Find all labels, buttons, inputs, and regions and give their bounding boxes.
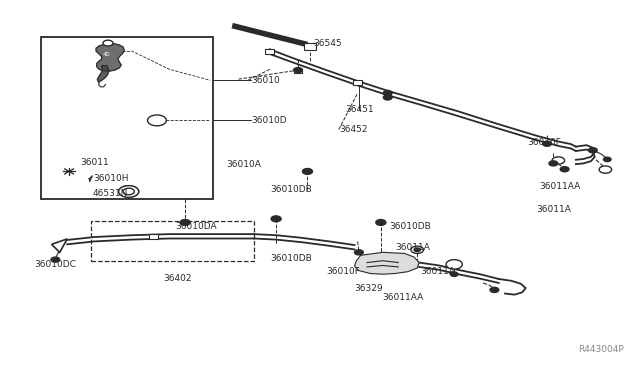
- Text: 36010F: 36010F: [527, 138, 561, 147]
- Text: 36010F: 36010F: [326, 267, 360, 276]
- Circle shape: [123, 188, 134, 195]
- Polygon shape: [96, 44, 124, 71]
- Circle shape: [118, 186, 139, 197]
- Bar: [266, 49, 274, 54]
- Bar: [305, 44, 316, 50]
- Text: 36011AA: 36011AA: [383, 293, 424, 302]
- Circle shape: [604, 157, 611, 161]
- Circle shape: [303, 169, 312, 174]
- Text: 4D: 4D: [103, 52, 111, 57]
- Circle shape: [376, 219, 386, 225]
- Text: 36545: 36545: [314, 39, 342, 48]
- Circle shape: [355, 250, 364, 255]
- Text: 36451: 36451: [345, 105, 374, 114]
- Text: 36010DB: 36010DB: [270, 254, 312, 263]
- Circle shape: [451, 272, 458, 276]
- Text: R443004P: R443004P: [579, 346, 624, 355]
- Text: 36402: 36402: [163, 275, 192, 283]
- Circle shape: [543, 141, 552, 146]
- Text: 36011A: 36011A: [396, 244, 430, 253]
- Text: 36011A: 36011A: [420, 267, 455, 276]
- Circle shape: [599, 166, 612, 173]
- Text: 36010DC: 36010DC: [35, 260, 77, 269]
- Circle shape: [103, 40, 113, 46]
- Circle shape: [148, 115, 166, 126]
- Circle shape: [383, 90, 392, 96]
- Circle shape: [449, 262, 460, 267]
- Circle shape: [51, 257, 60, 262]
- Circle shape: [490, 287, 499, 292]
- Circle shape: [151, 117, 163, 124]
- Circle shape: [446, 260, 462, 269]
- Bar: [353, 80, 362, 85]
- Text: 36010: 36010: [251, 76, 280, 85]
- Circle shape: [411, 246, 424, 253]
- Circle shape: [271, 216, 281, 222]
- Text: 36011A: 36011A: [536, 205, 572, 214]
- Bar: [91, 221, 254, 261]
- Circle shape: [549, 161, 557, 166]
- Text: 36010DA: 36010DA: [176, 222, 218, 231]
- Text: 36011: 36011: [81, 158, 109, 167]
- Text: 36010A: 36010A: [226, 160, 260, 169]
- Circle shape: [383, 95, 392, 100]
- Text: 36452: 36452: [339, 125, 367, 134]
- Polygon shape: [97, 66, 109, 82]
- Text: 36010DB: 36010DB: [270, 185, 312, 194]
- Text: 46531N: 46531N: [93, 189, 129, 198]
- Circle shape: [414, 248, 420, 251]
- Text: 36010DB: 36010DB: [389, 222, 431, 231]
- Circle shape: [294, 68, 303, 73]
- Circle shape: [118, 186, 139, 197]
- Text: 36329: 36329: [355, 283, 383, 292]
- Bar: [149, 234, 158, 239]
- Text: 36011AA: 36011AA: [540, 182, 580, 190]
- Circle shape: [588, 148, 597, 153]
- Text: 36010H: 36010H: [93, 174, 129, 183]
- Circle shape: [560, 167, 569, 172]
- Bar: [41, 36, 213, 199]
- Text: 36010D: 36010D: [251, 116, 287, 125]
- Circle shape: [552, 157, 564, 164]
- Circle shape: [180, 219, 190, 225]
- Polygon shape: [355, 252, 419, 274]
- Bar: [294, 68, 302, 73]
